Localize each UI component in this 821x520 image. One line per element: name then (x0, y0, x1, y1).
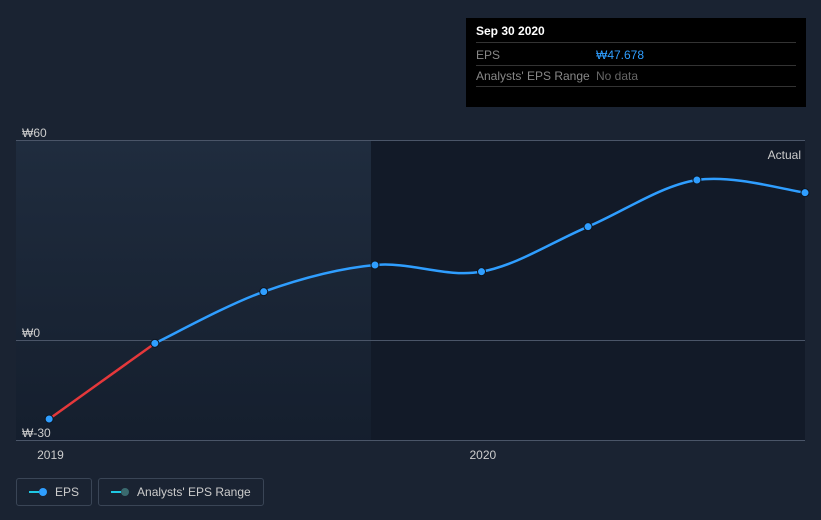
tooltip-row: EPS ₩47.678 (476, 45, 796, 66)
series-marker[interactable] (45, 415, 53, 423)
tooltip-label: EPS (476, 48, 596, 62)
legend-item-analysts-range[interactable]: Analysts' EPS Range (98, 478, 264, 506)
series-marker[interactable] (260, 288, 268, 296)
legend-dot-icon (121, 488, 129, 496)
series-marker[interactable] (693, 176, 701, 184)
legend-line-icon (29, 491, 39, 493)
legend-label: Analysts' EPS Range (137, 485, 251, 499)
tooltip-date: Sep 30 2020 (476, 24, 796, 43)
legend-line-icon (111, 491, 121, 493)
series-marker[interactable] (584, 223, 592, 231)
series-line (49, 343, 155, 419)
legend-item-eps[interactable]: EPS (16, 478, 92, 506)
tooltip-label: Analysts' EPS Range (476, 69, 596, 83)
series-line (155, 179, 805, 344)
legend-dot-icon (39, 488, 47, 496)
legend-label: EPS (55, 485, 79, 499)
eps-chart[interactable]: ₩60₩0₩-30Actual20192020 (16, 120, 805, 440)
chart-svg (16, 120, 805, 460)
legend-swatch (111, 488, 129, 496)
legend-swatch (29, 488, 47, 496)
series-marker[interactable] (801, 189, 809, 197)
tooltip-value: No data (596, 69, 638, 83)
series-marker[interactable] (478, 268, 486, 276)
chart-tooltip: Sep 30 2020 EPS ₩47.678 Analysts' EPS Ra… (466, 18, 806, 107)
series-marker[interactable] (151, 339, 159, 347)
tooltip-value: ₩47.678 (596, 48, 644, 62)
series-marker[interactable] (371, 261, 379, 269)
tooltip-row: Analysts' EPS Range No data (476, 66, 796, 87)
chart-legend: EPS Analysts' EPS Range (16, 478, 264, 506)
